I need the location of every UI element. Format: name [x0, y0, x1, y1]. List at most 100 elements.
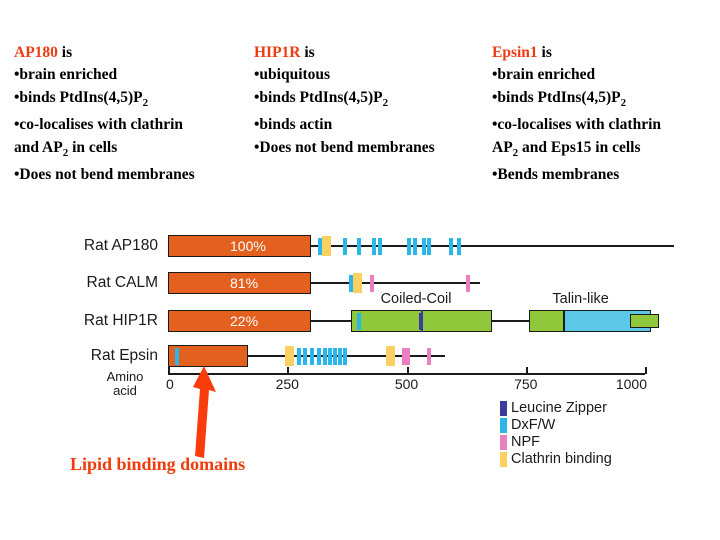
- domain-box-anth: [168, 235, 312, 257]
- motif-marker-clathrin-binding: [322, 236, 332, 256]
- motif-marker-dxf-w: [426, 237, 431, 255]
- bullet-item: •Does not bend membranes: [254, 138, 435, 156]
- caption-line-1: Lipid binding: [70, 454, 176, 474]
- legend-swatch-leucine-zipper: [500, 401, 507, 416]
- motif-marker-dxf-w: [421, 237, 426, 255]
- legend-label: Leucine Zipper: [511, 400, 607, 416]
- legend-swatch-clathrin-binding: [500, 452, 507, 467]
- row-label-rat-epsin: Rat Epsin: [90, 347, 158, 364]
- axis-tick: [525, 367, 528, 374]
- axis-tick-label: 0: [166, 376, 174, 392]
- bullet-item: •Does not bend membranes: [14, 166, 195, 184]
- legend-item: NPF: [500, 434, 612, 451]
- legend-swatch-npf: [500, 435, 507, 450]
- legend-item: Leucine Zipper: [500, 400, 612, 417]
- legend-label: Clathrin binding: [511, 451, 612, 467]
- text-column-epsin1: Epsin1 is •brain enriched •binds PtdIns(4,…: [492, 42, 661, 187]
- motif-marker-npf: [401, 347, 406, 365]
- motif-marker-dxf-w: [310, 347, 315, 365]
- bullet-item: •brain enriched: [492, 66, 596, 84]
- protein-backbone-line: [168, 245, 674, 247]
- axis-tick-label: 500: [394, 376, 419, 392]
- motif-marker-dxf-w: [328, 347, 333, 365]
- column-header: Epsin1 is: [492, 44, 552, 61]
- axis-tick: [287, 367, 290, 374]
- motif-marker-dxf-w: [296, 347, 301, 365]
- bullet-item: and AP2 in cells: [14, 138, 118, 159]
- row-label-rat-calm: Rat CALM: [86, 274, 159, 291]
- protein-name: HIP1R: [254, 44, 301, 61]
- motif-marker-dxf-w: [456, 237, 461, 255]
- text-column-ap180: AP180 is •brain enriched •binds PtdIns(4,5…: [14, 42, 195, 187]
- motif-marker-dxf-w: [407, 237, 412, 255]
- bullet-item: •co-localises with clathrin: [14, 116, 184, 134]
- motif-marker-npf: [465, 274, 470, 292]
- bullet-item: •binds PtdIns(4,5)P2: [14, 88, 149, 109]
- domain-architecture-diagram: Rat AP180 100% Rat CALM 81% Rat HIP1R 22% Coil…: [0, 210, 720, 410]
- row-label-rat-ap180: Rat AP180: [83, 237, 158, 254]
- motif-marker-dxf-w: [323, 347, 328, 365]
- motif-marker-dxf-w: [317, 347, 322, 365]
- motif-marker-dxf-w: [303, 347, 308, 365]
- axis-tick-label: 250: [275, 376, 299, 392]
- identity-percent-label: 22%: [230, 313, 259, 329]
- legend-swatch-dxf-w: [500, 418, 507, 433]
- caption-line-2: domains: [180, 454, 246, 474]
- motif-marker-dxf-w: [356, 312, 361, 330]
- axis-tick: [645, 367, 647, 374]
- identity-percent-label: 81%: [230, 275, 259, 291]
- axis-tick: [168, 367, 170, 374]
- bullet-item: AP2 and Eps15 in cells: [492, 138, 641, 159]
- motif-marker-clathrin-binding: [385, 346, 395, 366]
- column-header: AP180 is: [14, 44, 73, 61]
- segment-label: Coiled-Coil: [380, 291, 452, 307]
- motif-marker-npf: [406, 347, 411, 365]
- segment-label: Talin-like: [552, 291, 609, 307]
- protein-name: AP180: [14, 44, 58, 61]
- bullet-item: •binds PtdIns(4,5)P2: [492, 88, 627, 109]
- axis-label-word: Amino: [106, 369, 144, 384]
- bullet-item: •ubiquitous: [254, 66, 331, 84]
- legend-label: NPF: [511, 434, 540, 450]
- motif-marker-dxf-w: [377, 237, 382, 255]
- bullet-item: •binds actin: [254, 116, 333, 134]
- motif-marker-dxf-w: [372, 237, 377, 255]
- axis-tick: [406, 367, 409, 374]
- motif-marker-dxf-w: [332, 347, 337, 365]
- axis-line: [168, 373, 645, 375]
- bullet-item: •co-localises with clathrin: [492, 116, 662, 134]
- legend-item: DxF/W: [500, 417, 612, 434]
- column-header: HIP1R is: [254, 44, 315, 61]
- motif-marker-dxf-w: [412, 237, 417, 255]
- row-label-rat-hip1r: Rat HIP1R: [83, 312, 158, 329]
- motif-marker-dxf-w: [449, 237, 454, 255]
- motif-marker-dxf-w: [317, 237, 322, 255]
- motif-marker-clathrin-binding: [353, 273, 363, 293]
- identity-percent-label: 100%: [230, 238, 266, 254]
- text-column-hip1r: HIP1R is •ubiquitous •binds PtdIns(4,5)P2 •…: [254, 42, 435, 159]
- motif-marker-clathrin-binding: [284, 346, 294, 366]
- lipid-binding-domains-caption: Lipid binding domains: [70, 452, 245, 476]
- legend-item: Clathrin binding: [500, 451, 612, 468]
- legend-label: DxF/W: [511, 417, 556, 433]
- protein-name: Epsin1: [492, 44, 538, 61]
- motif-marker-dxf-w: [174, 347, 179, 365]
- axis-label-amino-acid: Amino acid: [95, 370, 155, 398]
- pointer-arrow-icon: [193, 366, 216, 458]
- legend: Leucine Zipper DxF/W NPF Clathrin binding: [500, 400, 612, 468]
- domain-box-enth: [168, 345, 249, 367]
- motif-marker-leucine-zipper: [418, 312, 423, 330]
- bullet-item: •Bends membranes: [492, 166, 620, 184]
- axis-tick-label: 1000: [615, 376, 647, 392]
- axis-label-word: acid: [113, 383, 137, 398]
- motif-marker-dxf-w: [337, 347, 342, 365]
- domain-box-talin-like-green: [529, 310, 564, 332]
- motif-marker-dxf-w: [343, 347, 348, 365]
- motif-marker-npf: [370, 274, 375, 292]
- motif-marker-npf: [427, 347, 432, 365]
- motif-marker-dxf-w: [343, 237, 348, 255]
- bullet-item: •binds PtdIns(4,5)P2: [254, 88, 389, 109]
- motif-marker-dxf-w: [348, 274, 353, 292]
- domain-box-anth: [168, 272, 312, 294]
- domain-box-anth: [168, 310, 312, 332]
